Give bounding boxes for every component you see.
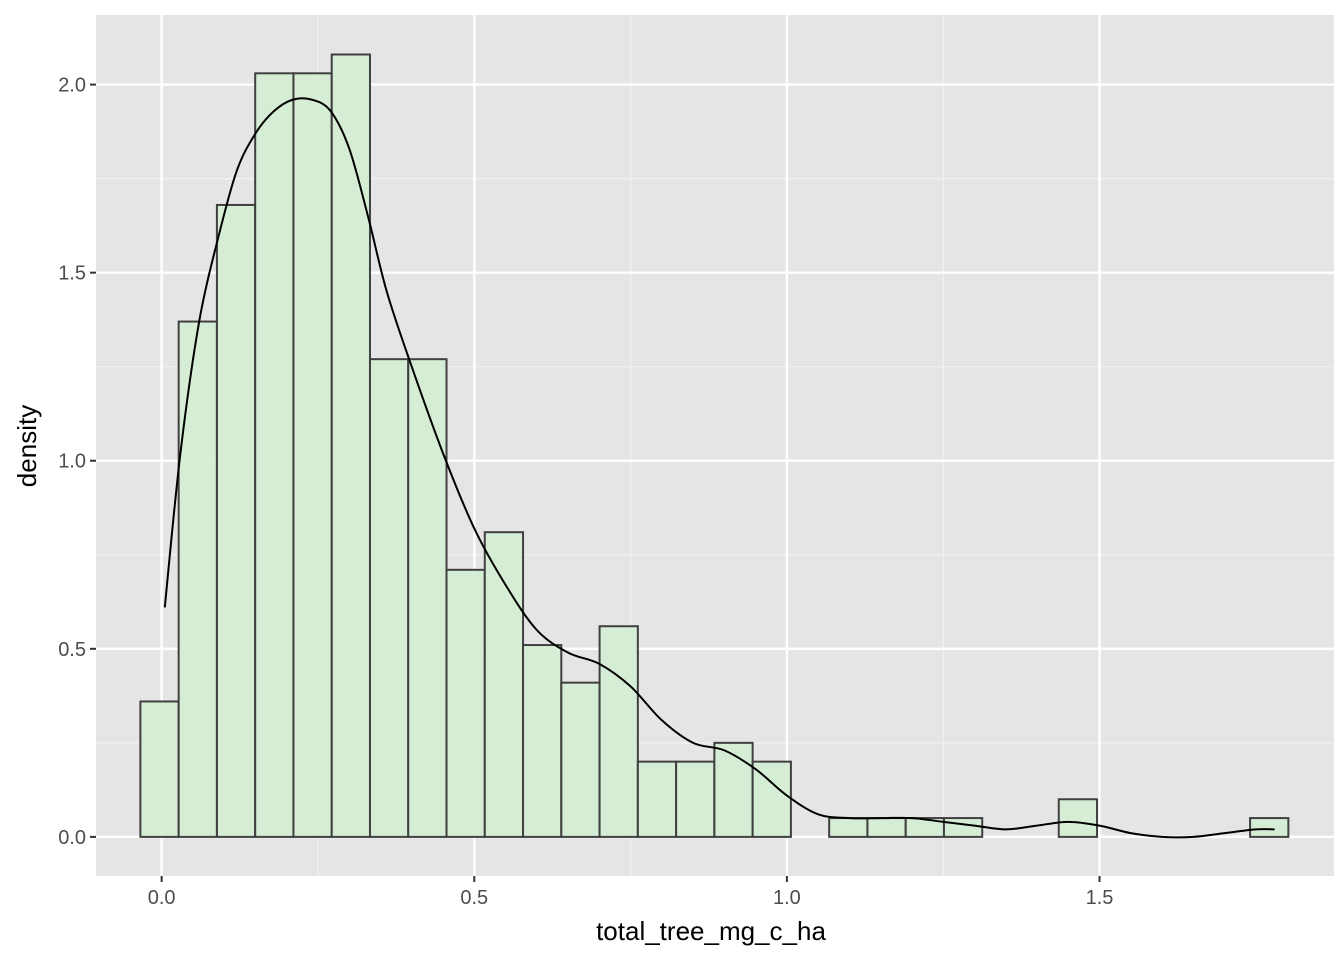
- histogram-bar: [139, 700, 180, 838]
- y-axis-title: density: [12, 405, 42, 487]
- y-tick-label: 1.5: [58, 263, 86, 285]
- histogram-bar: [866, 817, 907, 838]
- x-axis-title: total_tree_mg_c_ha: [596, 916, 826, 946]
- y-tick-label: 1.0: [58, 451, 86, 473]
- histogram-bar: [445, 568, 486, 838]
- histogram-bar: [1249, 817, 1290, 838]
- histogram-bar: [636, 760, 678, 838]
- histogram-bar: [560, 681, 601, 838]
- x-tick-label: 0.5: [460, 887, 488, 909]
- histogram-bar: [407, 358, 448, 838]
- histogram-bar: [177, 320, 218, 838]
- y-tick-label: 2.0: [58, 75, 86, 97]
- histogram-bar: [942, 817, 984, 838]
- histogram-bar: [483, 531, 525, 838]
- x-axis-ticks: 0.0 0.5 1.0 1.5: [148, 876, 1114, 909]
- histogram-bar: [215, 203, 257, 838]
- histogram-bar: [1057, 798, 1099, 838]
- histogram-bar: [598, 625, 639, 838]
- histogram-bar: [675, 760, 716, 838]
- histogram-bar: [828, 817, 869, 838]
- y-axis-ticks: 0.0 0.5 1.0 1.5 2.0: [58, 75, 96, 849]
- histogram-bar: [292, 72, 333, 838]
- histogram-bar: [368, 358, 410, 838]
- histogram-bar: [522, 644, 563, 838]
- density-curve: [163, 97, 1275, 839]
- y-tick-label: 0.5: [58, 639, 86, 661]
- histogram-bars: [139, 53, 1290, 838]
- histogram-bar: [751, 760, 792, 838]
- y-tick-label: 0.0: [58, 827, 86, 849]
- histogram-bar: [713, 741, 754, 838]
- x-tick-label: 1.5: [1086, 887, 1114, 909]
- x-tick-label: 1.0: [773, 887, 801, 909]
- histogram-bar: [330, 53, 371, 838]
- x-tick-label: 0.0: [148, 887, 176, 909]
- histogram-bar: [254, 72, 295, 838]
